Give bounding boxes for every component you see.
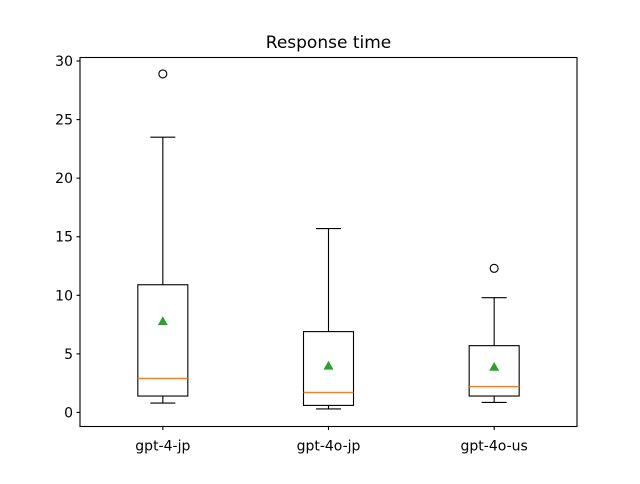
y-tick-label: 5 [64, 347, 73, 363]
axes-layer: 0 5 10 15 20 25 30 gpt-4-jp gpt-4o-jp gpt-4o-us [55, 54, 578, 455]
box-group-gpt-4o-jp [302, 227, 355, 410]
mean-marker [489, 361, 500, 371]
y-tick-label: 30 [55, 54, 73, 70]
y-tick-label: 0 [64, 405, 73, 421]
data-layer [137, 69, 520, 410]
x-tick-label: gpt-4o-us [461, 439, 528, 455]
x-tick-label: gpt-4o-jp [297, 439, 361, 455]
iqr-box [468, 345, 520, 397]
chart-title: Response time [266, 33, 391, 53]
y-tick-label: 10 [55, 288, 73, 304]
box-group-gpt-4-jp [137, 69, 189, 404]
box-group-gpt-4o-us [468, 263, 520, 404]
outlier-point [158, 69, 168, 79]
outlier-point [489, 263, 499, 273]
x-tick-label: gpt-4-jp [135, 439, 190, 455]
y-tick-label: 20 [55, 171, 73, 187]
iqr-box [137, 284, 189, 397]
y-tick-label: 15 [55, 230, 73, 246]
y-tick-label: 25 [55, 113, 73, 129]
mean-marker [323, 360, 334, 370]
mean-marker [157, 316, 168, 326]
